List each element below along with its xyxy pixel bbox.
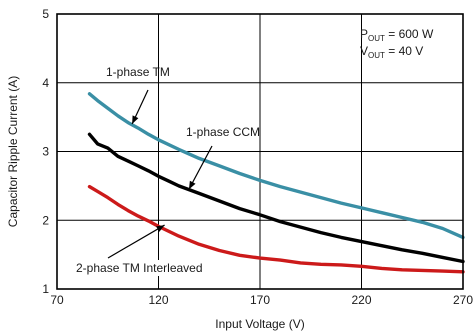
annotation-arrow-line [188,145,213,190]
y-tick-label: 1 [42,282,49,296]
tick-labels: 70 120 170 220 270 1 2 3 4 5 [42,7,473,307]
x-tick-label: 70 [50,293,64,307]
annotation-arrow-head [156,225,165,232]
condition-label: POUT = 600 W [360,27,434,43]
x-axis-label: Input Voltage (V) [215,317,304,331]
annotation-label-background [74,260,234,276]
grid-lines [57,14,463,289]
annotation-2-phase-tm-interleaved: 2-phase TM Interleaved [76,261,203,275]
y-tick-label: 2 [42,213,49,227]
y-axis-label: Capacitor Ripple Current (A) [6,76,20,227]
y-tick-label: 4 [42,76,49,90]
series-line-1-phase-ccm [87,132,465,264]
series-line-2-phase-tm-interleaved [87,184,465,274]
x-tick-label: 170 [250,293,270,307]
y-tick-label: 5 [42,7,49,21]
series-lines [87,92,465,274]
condition-label: VOUT = 40 V [360,44,423,60]
annotation-1-phase-tm: 1-phase TM [106,65,170,79]
x-tick-label: 270 [453,293,473,307]
annotation-arrow-head [188,180,196,190]
annotation-arrow-head [132,115,139,124]
annotation-arrow-line [107,224,165,259]
y-tick-label: 3 [42,145,49,159]
annotation-1-phase-ccm: 1-phase CCM [186,125,260,139]
annotation-arrows [107,89,213,259]
x-tick-label: 120 [148,293,168,307]
x-tick-label: 220 [351,293,371,307]
series-annotations: 1-phase TM 1-phase CCM 2-phase TM Interlea… [74,65,260,276]
series-line-1-phase-tm [87,92,465,240]
plot-frame [56,13,464,290]
